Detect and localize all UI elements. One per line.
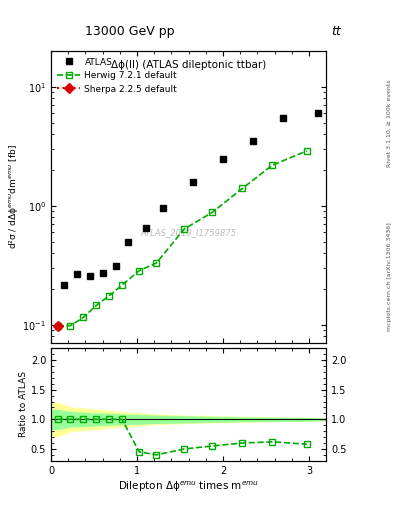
Y-axis label: Ratio to ATLAS: Ratio to ATLAS: [19, 372, 28, 437]
Line: Herwig 7.2.1 default: Herwig 7.2.1 default: [54, 147, 310, 329]
Herwig 7.2.1 default: [55, 323, 60, 329]
ATLAS: [281, 115, 286, 121]
Herwig 7.2.1 default: [270, 162, 275, 168]
ATLAS: [75, 271, 79, 278]
Text: ATLAS_2019_I1759875: ATLAS_2019_I1759875: [141, 228, 237, 237]
Y-axis label: d²σ / dΔϕ$^{emu}$dm$^{emu}$ [fb]: d²σ / dΔϕ$^{emu}$dm$^{emu}$ [fb]: [7, 145, 20, 249]
Herwig 7.2.1 default: [240, 185, 245, 191]
Text: 13000 GeV pp: 13000 GeV pp: [85, 26, 174, 38]
Herwig 7.2.1 default: [137, 267, 141, 273]
ATLAS: [87, 273, 92, 280]
Text: Δϕ(ll) (ATLAS dileptonic ttbar): Δϕ(ll) (ATLAS dileptonic ttbar): [111, 60, 266, 70]
ATLAS: [143, 225, 148, 231]
ATLAS: [251, 138, 255, 144]
ATLAS: [126, 239, 131, 245]
Text: mcplots.cern.ch [arXiv:1306.3436]: mcplots.cern.ch [arXiv:1306.3436]: [387, 222, 392, 331]
ATLAS: [113, 263, 118, 269]
Text: tt: tt: [331, 26, 341, 38]
Herwig 7.2.1 default: [94, 303, 99, 309]
Herwig 7.2.1 default: [182, 226, 187, 232]
Herwig 7.2.1 default: [154, 260, 159, 266]
Herwig 7.2.1 default: [81, 314, 86, 321]
ATLAS: [160, 205, 165, 211]
ATLAS: [315, 110, 320, 116]
Text: Rivet 3.1.10, ≥ 100k events: Rivet 3.1.10, ≥ 100k events: [387, 79, 392, 167]
X-axis label: Dilepton Δϕ$^{emu}$ times m$^{emu}$: Dilepton Δϕ$^{emu}$ times m$^{emu}$: [118, 480, 259, 494]
Line: ATLAS: ATLAS: [61, 110, 321, 289]
Herwig 7.2.1 default: [210, 209, 215, 216]
Herwig 7.2.1 default: [107, 293, 112, 299]
Herwig 7.2.1 default: [68, 323, 73, 329]
Herwig 7.2.1 default: [305, 148, 309, 154]
Herwig 7.2.1 default: [119, 282, 124, 288]
Legend: ATLAS, Herwig 7.2.1 default, Sherpa 2.2.5 default: ATLAS, Herwig 7.2.1 default, Sherpa 2.2.…: [55, 56, 179, 95]
ATLAS: [100, 270, 105, 276]
ATLAS: [62, 282, 66, 288]
ATLAS: [221, 156, 226, 162]
ATLAS: [191, 179, 195, 185]
